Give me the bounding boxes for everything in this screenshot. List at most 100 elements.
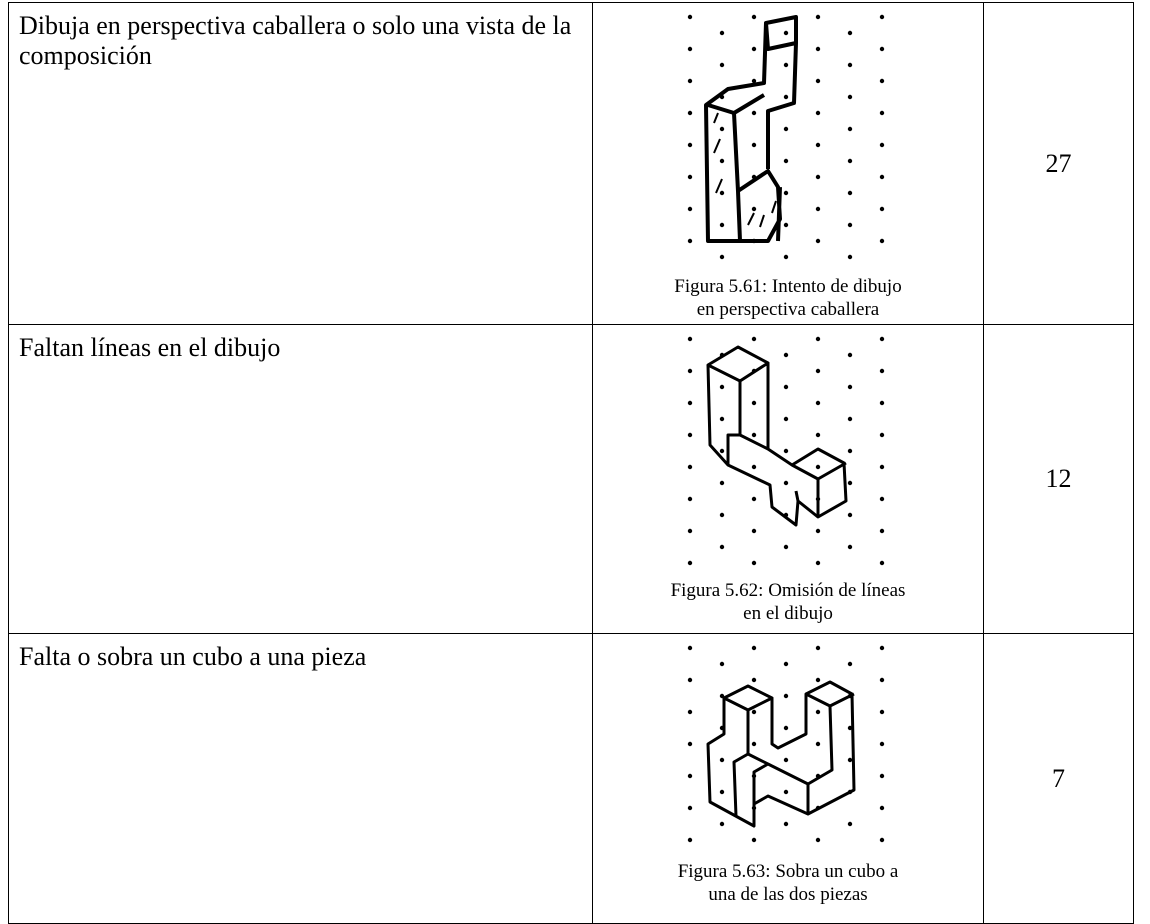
sketch bbox=[706, 680, 856, 828]
grid-dot bbox=[815, 432, 821, 438]
grid-dot bbox=[815, 464, 821, 470]
grid-dot bbox=[847, 757, 853, 763]
grid-dot bbox=[687, 773, 693, 779]
description: Faltan líneas en el dibujo bbox=[8, 324, 593, 634]
grid-dot bbox=[879, 837, 885, 843]
grid-dot bbox=[687, 677, 693, 683]
grid-dot bbox=[783, 693, 789, 699]
count: 12 bbox=[983, 324, 1134, 634]
grid-dot bbox=[879, 677, 885, 683]
grid-dot bbox=[847, 30, 853, 36]
sketch-figure bbox=[687, 336, 885, 566]
grid-dot bbox=[847, 254, 853, 260]
grid-dot bbox=[783, 190, 789, 196]
grid-dot bbox=[815, 677, 821, 683]
grid-dot bbox=[815, 206, 821, 212]
grid-dot bbox=[879, 709, 885, 715]
figure-caption: en el dibujo bbox=[743, 603, 833, 624]
grid-dot bbox=[687, 432, 693, 438]
grid-dot bbox=[719, 512, 725, 518]
results-table: Dibuja en perspectiva caballera o solo u… bbox=[8, 2, 1134, 924]
grid-dot bbox=[719, 254, 725, 260]
grid-dot bbox=[751, 645, 757, 651]
grid-dot bbox=[879, 400, 885, 406]
grid-dot bbox=[751, 14, 757, 20]
grid-dot bbox=[687, 464, 693, 470]
grid-dot bbox=[847, 384, 853, 390]
grid-dot bbox=[687, 142, 693, 148]
dot-grid bbox=[687, 14, 885, 260]
grid-dot bbox=[783, 126, 789, 132]
grid-dot bbox=[815, 837, 821, 843]
figure-caption: Figura 5.62: Omisión de líneas bbox=[670, 580, 906, 601]
grid-dot bbox=[783, 30, 789, 36]
description: Falta o sobra un cubo a una pieza bbox=[8, 633, 593, 924]
grid-dot bbox=[687, 206, 693, 212]
grid-dot bbox=[751, 400, 757, 406]
grid-dot bbox=[815, 741, 821, 747]
grid-dot bbox=[879, 206, 885, 212]
figure-cell: Figura 5.62: Omisión de líneas en el dib… bbox=[592, 324, 984, 634]
grid-dot bbox=[687, 741, 693, 747]
grid-dot bbox=[751, 709, 757, 715]
sketch-figure bbox=[687, 14, 885, 260]
grid-dot bbox=[815, 174, 821, 180]
grid-dot bbox=[719, 30, 725, 36]
figure-caption: una de las dos piezas bbox=[708, 884, 868, 905]
grid-dot bbox=[719, 789, 725, 795]
grid-dot bbox=[687, 78, 693, 84]
grid-dot bbox=[783, 94, 789, 100]
grid-dot bbox=[847, 416, 853, 422]
grid-dot bbox=[751, 432, 757, 438]
grid-dot bbox=[687, 14, 693, 20]
grid-dot bbox=[719, 62, 725, 68]
grid-dot bbox=[751, 464, 757, 470]
sketch bbox=[706, 345, 848, 527]
grid-dot bbox=[847, 94, 853, 100]
grid-dot bbox=[783, 757, 789, 763]
grid-dot bbox=[719, 821, 725, 827]
table-row: Faltan líneas en el dibujo Figura 5.62: … bbox=[8, 324, 1134, 634]
grid-dot bbox=[687, 110, 693, 116]
grid-dot bbox=[847, 725, 853, 731]
grid-dot bbox=[815, 142, 821, 148]
grid-dot bbox=[783, 661, 789, 667]
grid-dot bbox=[783, 158, 789, 164]
grid-dot bbox=[719, 190, 725, 196]
hatching bbox=[713, 112, 777, 228]
grid-dot bbox=[687, 496, 693, 502]
grid-dot bbox=[879, 110, 885, 116]
grid-dot bbox=[751, 560, 757, 566]
grid-dot bbox=[815, 400, 821, 406]
grid-dot bbox=[751, 142, 757, 148]
grid-dot bbox=[719, 757, 725, 763]
grid-dot bbox=[879, 773, 885, 779]
grid-dot bbox=[687, 400, 693, 406]
grid-dot bbox=[783, 789, 789, 795]
grid-dot bbox=[815, 110, 821, 116]
grid-dot bbox=[879, 805, 885, 811]
grid-dot bbox=[847, 158, 853, 164]
grid-dot bbox=[783, 448, 789, 454]
grid-dot bbox=[879, 496, 885, 502]
grid-dot bbox=[783, 544, 789, 550]
grid-dot bbox=[783, 352, 789, 358]
grid-dot bbox=[751, 677, 757, 683]
grid-dot bbox=[687, 336, 693, 342]
grid-dot bbox=[687, 645, 693, 651]
grid-dot bbox=[815, 78, 821, 84]
grid-dot bbox=[815, 645, 821, 651]
grid-dot bbox=[783, 62, 789, 68]
grid-dot bbox=[879, 78, 885, 84]
grid-dot bbox=[719, 544, 725, 550]
grid-dot bbox=[815, 336, 821, 342]
grid-dot bbox=[687, 805, 693, 811]
grid-dot bbox=[687, 174, 693, 180]
count: 7 bbox=[983, 633, 1134, 924]
figure-caption: en perspectiva caballera bbox=[696, 299, 880, 320]
grid-dot bbox=[719, 222, 725, 228]
grid-dot bbox=[879, 528, 885, 534]
grid-dot bbox=[783, 222, 789, 228]
grid-dot bbox=[847, 352, 853, 358]
